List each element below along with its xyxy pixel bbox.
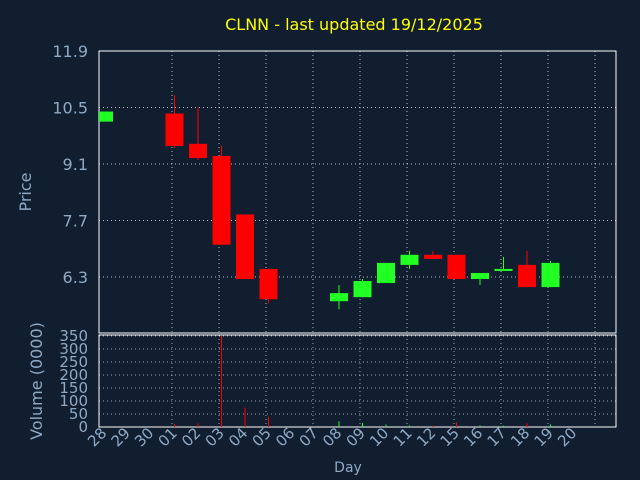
candle-11 [400, 250, 419, 269]
volume-y-tick-label: 350 [59, 327, 88, 345]
candle-body [165, 113, 184, 146]
candle-09 [353, 279, 372, 298]
price-y-tick-label: 7.7 [63, 212, 88, 231]
candle-04 [236, 214, 254, 280]
price-axis-label: Price [16, 172, 35, 211]
candle-17 [494, 256, 513, 271]
candle-body [400, 254, 419, 265]
price-y-tick-labels: 11.9 10.5 9.1 7.7 6.3 [52, 42, 88, 287]
price-y-tick-label: 10.5 [52, 99, 88, 118]
candle-body [471, 272, 489, 280]
volume-y-tick-label: 300 [59, 340, 88, 358]
candle-01 [165, 95, 184, 148]
volume-y-tick-label: 0 [78, 418, 88, 436]
candle-body [330, 293, 348, 302]
volume-y-tick-label: 200 [59, 366, 88, 384]
candle-19 [541, 260, 560, 288]
price-y-tick-label: 11.9 [52, 42, 88, 61]
price-plot-frame [98, 50, 617, 334]
candle-28 [99, 111, 113, 122]
candle-08 [330, 285, 348, 310]
candle-body [518, 264, 536, 288]
candle-body [259, 268, 278, 300]
candle-body [447, 254, 466, 280]
candle-12 [424, 250, 442, 259]
volume-plot-frame [98, 334, 617, 428]
candle-body [236, 214, 254, 280]
candle-16 [471, 272, 489, 286]
candle-body [377, 262, 395, 284]
volume-y-tick-label: 250 [59, 353, 88, 371]
volume-bars [103, 336, 551, 427]
candle-05 [259, 268, 278, 304]
candle-body [189, 143, 207, 158]
candle-body [212, 155, 231, 245]
x-axis-label: Day [334, 460, 362, 476]
candle-18 [518, 250, 536, 288]
candle-body [541, 262, 560, 288]
candle-10 [377, 262, 395, 284]
candle-15 [447, 254, 466, 280]
candle-body [494, 268, 513, 271]
volume-y-tick-label: 50 [69, 405, 88, 423]
volume-y-tick-label: 100 [59, 392, 88, 410]
price-y-tick-label: 9.1 [63, 155, 88, 174]
candle-03 [212, 145, 231, 245]
volume-y-tick-label: 150 [59, 379, 88, 397]
candle-body [424, 254, 442, 259]
price-candles [99, 95, 560, 310]
volume-axis-label: Volume (0000) [27, 322, 46, 440]
candle-02 [189, 107, 207, 160]
volume-grid [99, 335, 616, 428]
candle-body [99, 111, 113, 122]
candle-body [353, 281, 372, 298]
price-y-tick-label: 6.3 [63, 268, 88, 287]
chart-title: CLNN - last updated 19/12/2025 [225, 15, 483, 34]
